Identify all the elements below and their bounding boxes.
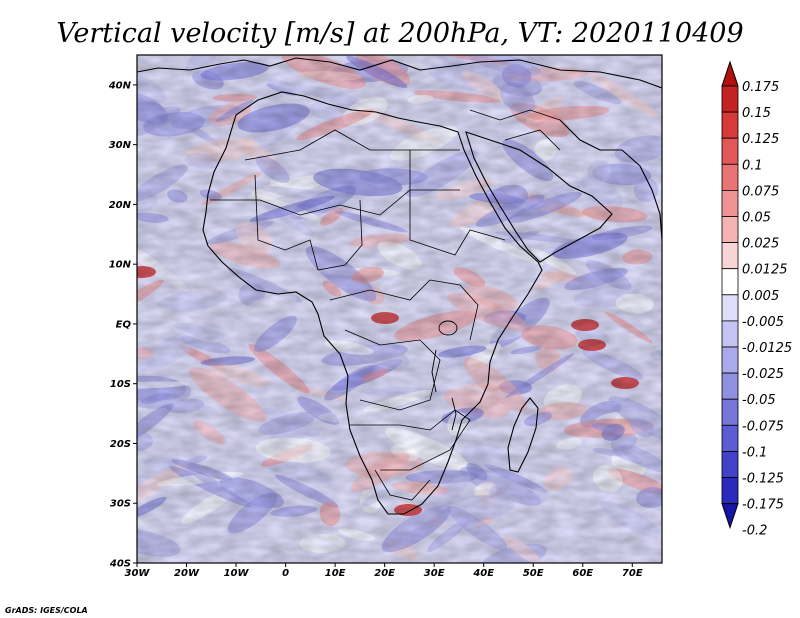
x-tick-label: 30W xyxy=(125,568,151,579)
coastlines xyxy=(137,57,662,515)
colorbar-label: 0.125 xyxy=(742,132,779,147)
colorbar-bottom-arrow xyxy=(721,503,739,530)
y-axis: 40N 30N 20N 10N EQ 10S 20S 30S 40S xyxy=(108,80,137,570)
colorbar-label: 0.175 xyxy=(742,80,779,95)
lake-victoria xyxy=(438,320,458,336)
y-tick-label: 20S xyxy=(110,439,131,450)
field-streaks xyxy=(137,55,662,563)
colorbar-swatch xyxy=(721,372,739,400)
x-tick-label: 20W xyxy=(174,568,200,579)
x-axis: 30W 20W 10W 0 10E 20E 30E 40E 50E 60E 70E xyxy=(125,563,643,579)
colorbar-swatch xyxy=(721,424,739,452)
y-tick-label: 40N xyxy=(108,80,132,91)
colorbar-swatch xyxy=(721,216,739,244)
africa-coastline xyxy=(202,91,543,515)
colorbar-label: 0.025 xyxy=(742,237,779,252)
lake-malawi xyxy=(451,397,457,431)
y-tick-label: 30N xyxy=(109,140,132,151)
x-tick-label: 20E xyxy=(374,568,395,579)
colorbar-label: 0.1 xyxy=(742,158,763,173)
colorbar-label: -0.075 xyxy=(742,419,784,434)
colorbar-label: -0.0125 xyxy=(742,341,792,356)
colorbar-top-arrow xyxy=(721,60,739,87)
country-borders xyxy=(210,109,561,501)
colorbar-swatch xyxy=(721,346,739,374)
colorbar-swatch xyxy=(721,450,739,478)
x-tick-label: 50E xyxy=(523,568,544,579)
colorbar-label: 0.05 xyxy=(742,211,771,226)
colorbar-swatch xyxy=(721,398,739,426)
colorbar-swatch xyxy=(721,477,739,505)
credit-text: GrADS: IGES/COLA xyxy=(5,606,88,615)
border-east xyxy=(409,150,506,256)
chart-title: Vertical velocity [m/s] at 200hPa, VT: 2… xyxy=(56,18,743,49)
x-tick-label: 30E xyxy=(424,568,445,579)
colorbar-label: -0.1 xyxy=(742,445,767,460)
border-southern-tip xyxy=(374,469,431,501)
colorbar-swatch xyxy=(721,320,739,348)
y-tick-label: EQ xyxy=(116,319,132,330)
colorbar-label: -0.125 xyxy=(742,472,784,487)
border-congo xyxy=(344,329,441,411)
plot-area xyxy=(137,55,662,563)
colorbar-swatch xyxy=(721,294,739,322)
india-coastline xyxy=(621,149,662,241)
colorbar-label: -0.025 xyxy=(742,367,784,382)
lake-tanganyika xyxy=(431,349,437,393)
x-tick-label: 60E xyxy=(572,568,593,579)
colorbar-label: -0.175 xyxy=(742,498,784,513)
plot-frame xyxy=(136,54,663,564)
y-tick-label: 10S xyxy=(110,379,131,390)
colorbar-label: -0.2 xyxy=(742,524,767,539)
madagascar-coastline xyxy=(507,397,539,473)
lakes xyxy=(431,320,458,431)
y-tick-label: 20N xyxy=(109,200,132,211)
x-tick-label: 10E xyxy=(325,568,346,579)
colorbar-swatch xyxy=(721,189,739,217)
colorbar-swatch xyxy=(721,242,739,270)
border-mideast xyxy=(469,109,561,151)
x-tick-label: 10W xyxy=(224,568,250,579)
colorbar-label: 0.005 xyxy=(742,289,779,304)
colorbar-label: -0.005 xyxy=(742,315,784,330)
border-south xyxy=(350,409,471,471)
border-west-africa xyxy=(254,174,363,271)
colorbar: 0.175 0.15 0.125 0.1 0.075 0.05 0.025 0.0125 0.0… xyxy=(721,60,792,539)
colorbar-swatch xyxy=(721,268,739,296)
colorbar-swatch xyxy=(721,137,739,165)
arabia-coastline xyxy=(465,131,613,263)
x-tick-label: 0 xyxy=(282,568,289,579)
border-north-sahara xyxy=(244,129,460,161)
europe-coastline xyxy=(137,57,662,89)
colorbar-swatch xyxy=(721,111,739,139)
colorbar-label: 0.0125 xyxy=(742,263,788,278)
gulf-coastline xyxy=(559,119,622,151)
colorbar-label: -0.05 xyxy=(742,393,776,408)
colorbar-swatch xyxy=(721,163,739,191)
y-tick-label: 10N xyxy=(109,260,132,271)
x-tick-label: 70E xyxy=(622,568,643,579)
border-central xyxy=(329,279,479,341)
colorbar-label: 0.15 xyxy=(742,106,771,121)
x-tick-label: 40E xyxy=(472,568,494,579)
y-tick-label: 40S xyxy=(109,559,131,570)
y-tick-label: 30S xyxy=(110,499,131,510)
colorbar-label: 0.075 xyxy=(742,184,779,199)
colorbar-swatch xyxy=(721,85,739,113)
